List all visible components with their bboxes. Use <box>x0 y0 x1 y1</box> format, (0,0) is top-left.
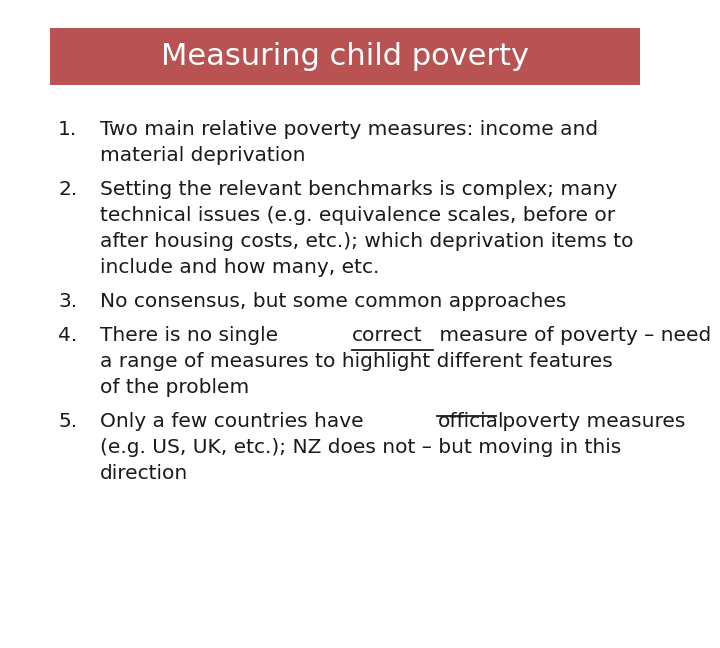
Text: technical issues (e.g. equivalence scales, before or: technical issues (e.g. equivalence scale… <box>100 206 615 225</box>
Text: 1.: 1. <box>58 120 77 139</box>
Text: material deprivation: material deprivation <box>100 146 305 165</box>
Text: a range of measures to highlight different features: a range of measures to highlight differe… <box>100 352 613 371</box>
Text: 3.: 3. <box>58 292 77 311</box>
Text: Only a few countries have: Only a few countries have <box>100 412 370 431</box>
Text: 5.: 5. <box>58 412 77 431</box>
FancyBboxPatch shape <box>50 28 640 85</box>
Text: Two main relative poverty measures: income and: Two main relative poverty measures: inco… <box>100 120 598 139</box>
Text: There is no single: There is no single <box>100 326 284 345</box>
Text: No consensus, but some common approaches: No consensus, but some common approaches <box>100 292 567 311</box>
Text: 4.: 4. <box>58 326 77 345</box>
Text: measure of poverty – need: measure of poverty – need <box>433 326 711 345</box>
Text: poverty measures: poverty measures <box>495 412 685 431</box>
Text: Measuring child poverty: Measuring child poverty <box>161 42 529 71</box>
Text: Setting the relevant benchmarks is complex; many: Setting the relevant benchmarks is compl… <box>100 180 617 199</box>
Text: after housing costs, etc.); which deprivation items to: after housing costs, etc.); which depriv… <box>100 232 634 251</box>
Text: of the problem: of the problem <box>100 378 249 397</box>
Text: official: official <box>438 412 504 431</box>
Text: direction: direction <box>100 464 188 483</box>
Text: (e.g. US, UK, etc.); NZ does not – but moving in this: (e.g. US, UK, etc.); NZ does not – but m… <box>100 438 621 457</box>
Text: 2.: 2. <box>58 180 77 199</box>
Text: correct: correct <box>352 326 423 345</box>
Text: include and how many, etc.: include and how many, etc. <box>100 258 379 277</box>
